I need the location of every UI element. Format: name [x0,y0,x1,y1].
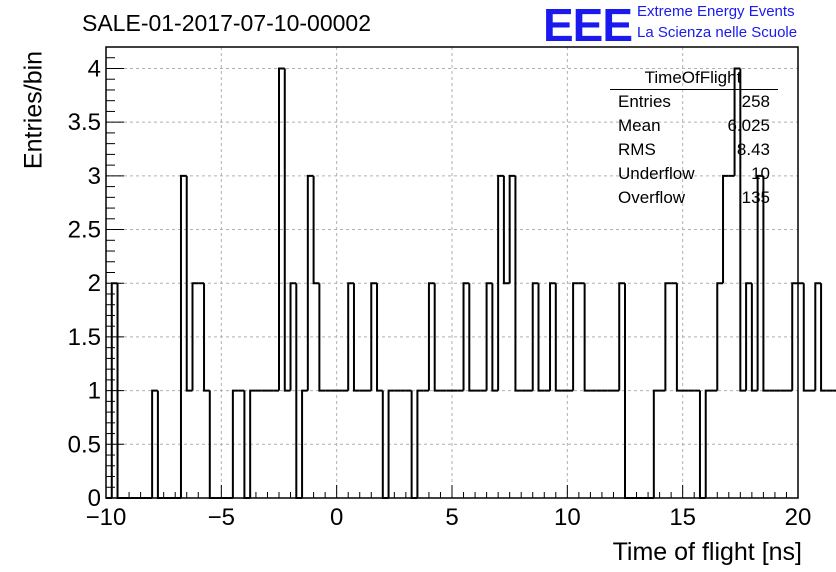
histogram-bin [820,283,827,392]
stats-value: 135 [741,188,770,207]
stats-row-overflow: Overflow 135 [618,188,770,210]
stats-value: 10 [751,164,770,183]
histogram-bin [791,282,798,391]
run-title: SALE-01-2017-07-10-00002 [82,10,371,36]
histogram-bin [306,174,314,391]
x-axis-label: Time of flight [ns] [612,538,802,566]
histogram-bin [468,283,476,392]
y-tick-label: 3 [88,163,101,190]
histogram-bin [491,283,499,392]
histogram-bin [675,283,683,392]
y-axis-label: Entries/bin [19,50,48,170]
histogram-bin [716,282,724,391]
histogram-bin [618,282,625,391]
x-tick-label: 20 [785,504,812,531]
x-tick-label: 0 [330,504,343,531]
histogram-bin [583,283,591,392]
stats-label: Overflow [618,188,686,207]
y-tick-label: 2.5 [68,217,101,244]
logo-line-2: La Scienza nelle Scuole [637,24,798,41]
eee-logo: EEE [543,0,633,51]
histogram-bin [762,175,770,392]
stats-label: Entries [618,92,671,111]
stats-box: TimeOfFlight Entries 258 Mean 6.025 RMS … [608,68,778,210]
histogram-bin [462,282,470,391]
histogram-bin [185,175,193,392]
histogram-bin [347,282,354,391]
y-tick-label: 2 [88,270,101,297]
stats-row-entries: Entries 258 [618,92,770,114]
stats-row-mean: Mean 6.025 [618,116,770,138]
histogram-bin [387,389,395,498]
histogram-bin [433,283,441,392]
histogram-bin [231,389,239,498]
x-tick-label: 15 [669,504,696,531]
histogram-bin [750,283,758,392]
histogram-bin [203,283,210,392]
logo-line-1: Extreme Energy Events [637,3,795,20]
histogram-bin [739,68,747,392]
histogram-bin [301,389,308,498]
histogram-bin [554,283,562,392]
histogram-bin [745,282,752,391]
stats-row-underflow: Underflow 10 [618,164,770,186]
x-tick-label: 5 [445,504,458,531]
x-tick-label: 10 [554,504,581,531]
histogram-bin [191,282,199,391]
histogram-bin [531,282,539,391]
histogram-bin [289,282,297,391]
histogram-bin [485,282,493,391]
histogram-bin [427,282,435,391]
histogram-bin [722,174,729,284]
histogram-bin [278,67,285,391]
histogram-bin [416,389,424,498]
stats-title-rule [610,89,778,90]
histogram-bin [318,283,326,392]
y-tick-label: 3.5 [68,109,101,136]
histogram-bin [756,174,764,391]
histogram-bin [802,283,810,392]
stats-value: 258 [741,92,770,111]
histogram-bin [664,282,672,391]
y-tick-label: 1.5 [68,324,101,351]
ticks-layer: −10 −5 0 5 10 15 20 0 0.5 1 1.5 2 2.5 3 3.5 4 [68,46,812,531]
histogram-bin [352,283,360,392]
stats-value: 8.43 [736,140,770,159]
histogram-bin [508,174,516,284]
stats-label: Underflow [618,164,695,183]
histogram-bin [733,67,741,176]
y-tick-label: 4 [88,55,101,82]
histogram-bin [283,68,291,392]
y-tick-label: 0.5 [68,431,101,458]
histogram-bin [502,175,510,285]
stats-label: RMS [618,140,656,159]
histogram-bin [249,389,256,498]
y-tick-label: 0 [88,485,101,512]
histogram-bin [514,175,522,392]
stats-value: 6.025 [727,116,770,135]
histogram-bin [704,389,712,498]
histogram-bin [497,174,504,391]
histogram-bin [814,282,822,391]
x-tick-label: −5 [208,504,235,531]
stats-row-rms: RMS 8.43 [618,140,770,162]
histogram-bin [312,175,320,285]
stats-label: Mean [618,116,661,135]
stats-title: TimeOfFlight [644,68,742,87]
histogram-bin [652,389,660,498]
histogram-bin [549,282,556,391]
y-tick-label: 1 [88,378,101,405]
histogram-bin [572,282,579,391]
histogram-bin [179,174,187,498]
histogram-bin [376,283,383,392]
histogram-bin [537,283,545,392]
histogram-bin [151,389,158,498]
x-tick-label: −10 [86,504,127,531]
histogram-bin [370,282,378,391]
